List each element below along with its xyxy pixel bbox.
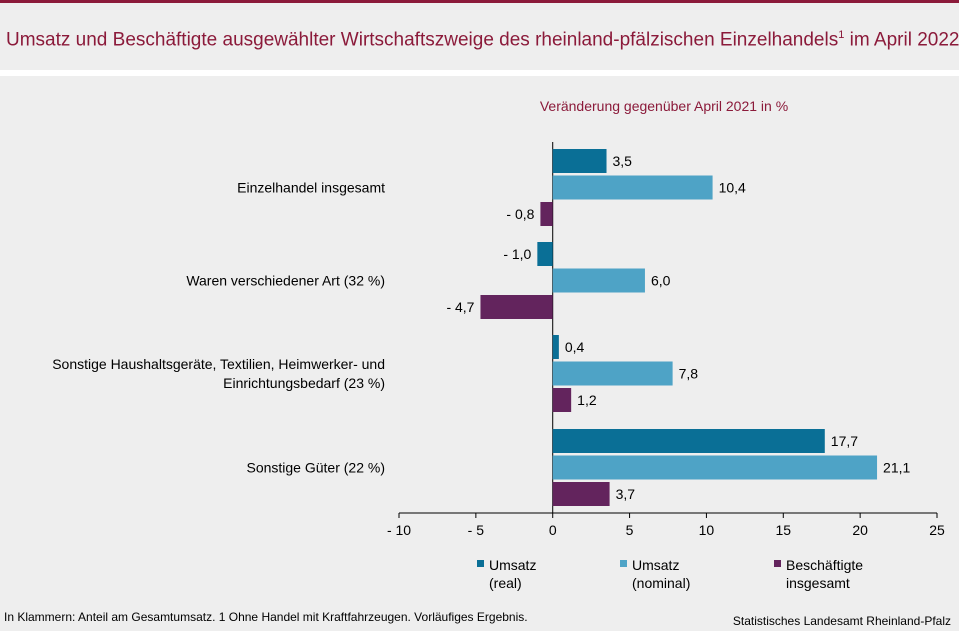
bar bbox=[552, 361, 673, 386]
legend-swatch bbox=[477, 560, 484, 567]
legend-swatch bbox=[774, 560, 781, 567]
legend-label: Umsatz bbox=[489, 557, 536, 573]
data-label: 10,4 bbox=[719, 180, 746, 196]
bar bbox=[552, 149, 607, 173]
bar bbox=[540, 202, 553, 226]
chart-panel bbox=[0, 76, 959, 631]
separator bbox=[0, 70, 959, 76]
bar bbox=[552, 429, 825, 453]
category-label: Einzelhandel insgesamt bbox=[237, 180, 385, 196]
data-label: - 4,7 bbox=[446, 299, 474, 315]
x-tick-label: 15 bbox=[775, 522, 791, 538]
bar bbox=[552, 388, 572, 412]
bar bbox=[480, 295, 553, 319]
bar bbox=[537, 242, 553, 266]
x-tick-label: 5 bbox=[626, 522, 634, 538]
chart-title-suffix: im April 2022 bbox=[844, 29, 959, 51]
legend-label: Beschäftigte bbox=[786, 557, 863, 573]
x-tick-label: 20 bbox=[852, 522, 868, 538]
source-credit: Statistisches Landesamt Rheinland-Pfalz bbox=[732, 614, 951, 628]
x-tick-label: 0 bbox=[549, 522, 557, 538]
legend-swatch bbox=[620, 560, 627, 567]
category-label: Waren verschiedener Art (32 %) bbox=[186, 273, 385, 289]
data-label: - 1,0 bbox=[503, 246, 531, 262]
x-tick-label: - 10 bbox=[387, 522, 411, 538]
header: Umsatz und Beschäftigte ausgewählter Wir… bbox=[0, 3, 959, 70]
bar bbox=[552, 175, 713, 200]
category-label: Sonstige Haushaltsgeräte, Textilien, Hei… bbox=[52, 356, 385, 372]
legend-label: insgesamt bbox=[786, 575, 850, 591]
data-label: - 0,8 bbox=[506, 206, 534, 222]
legend-label: (nominal) bbox=[632, 575, 690, 591]
data-label: 0,4 bbox=[565, 339, 585, 355]
title-footnote-mark: 1 bbox=[838, 29, 845, 41]
legend-label: (real) bbox=[489, 575, 522, 591]
footnote: In Klammern: Anteil am Gesamtumsatz. 1 O… bbox=[4, 610, 528, 624]
data-label: 21,1 bbox=[883, 460, 910, 476]
chart-subtitle: Veränderung gegenüber April 2021 in % bbox=[540, 98, 788, 114]
bar bbox=[552, 335, 559, 359]
x-tick-label: 25 bbox=[929, 522, 945, 538]
bar bbox=[552, 482, 610, 506]
bar bbox=[552, 455, 878, 480]
data-label: 3,7 bbox=[616, 486, 636, 502]
chart-title: Umsatz und Beschäftigte ausgewählter Wir… bbox=[6, 29, 959, 51]
legend-label: Umsatz bbox=[632, 557, 679, 573]
category-label: Sonstige Güter (22 %) bbox=[246, 460, 385, 476]
chart-title-text: Umsatz und Beschäftigte ausgewählter Wir… bbox=[6, 29, 839, 51]
data-label: 17,7 bbox=[831, 433, 858, 449]
top-accent-line bbox=[0, 0, 959, 3]
bar bbox=[552, 268, 645, 293]
data-label: 3,5 bbox=[613, 153, 633, 169]
data-label: 6,0 bbox=[651, 273, 671, 289]
data-label: 7,8 bbox=[679, 366, 699, 382]
x-tick-label: - 5 bbox=[468, 522, 485, 538]
data-label: 1,2 bbox=[577, 392, 597, 408]
x-tick-label: 10 bbox=[699, 522, 715, 538]
category-label: Einrichtungsbedarf (23 %) bbox=[223, 375, 385, 391]
